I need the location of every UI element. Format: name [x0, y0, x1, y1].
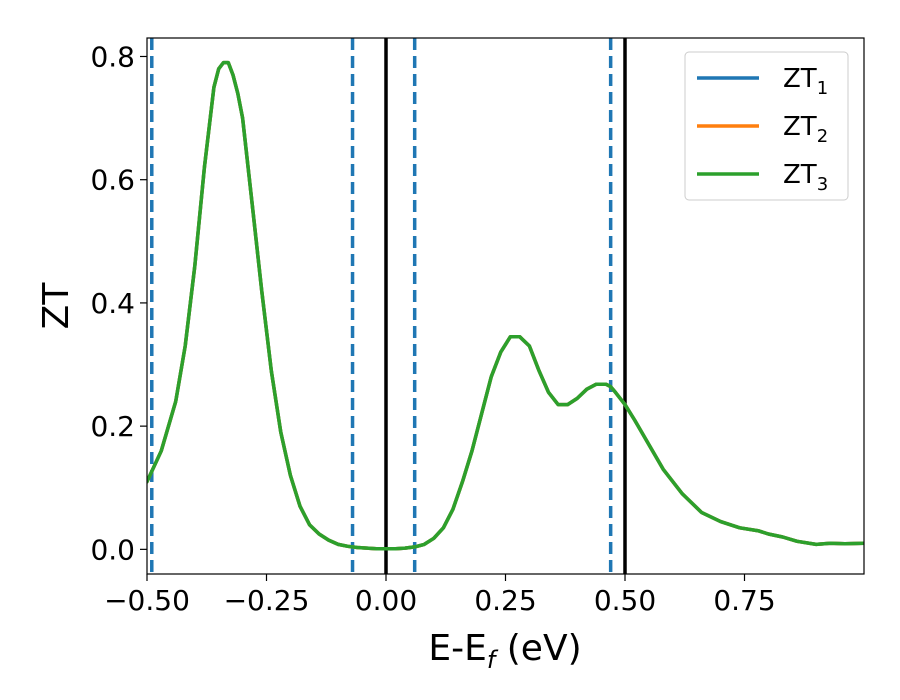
y-axis-label: ZT — [36, 282, 77, 330]
x-axis-label: E-Ef (eV) — [428, 628, 581, 674]
reference-lines — [150, 38, 627, 574]
y-tick-label: 0.2 — [90, 410, 135, 443]
legend-label-1: ZT1 — [783, 64, 828, 99]
x-axis: −0.50 −0.25 0.00 0.25 0.50 0.75 — [104, 574, 776, 617]
x-tick-label: 0.00 — [355, 584, 417, 617]
x-tick-label: 0.25 — [474, 584, 536, 617]
x-tick-label: 0.75 — [713, 584, 775, 617]
legend-label-3: ZT3 — [783, 160, 828, 195]
x-tick-label: −0.25 — [224, 584, 310, 617]
y-tick-label: 0.6 — [90, 164, 135, 197]
legend-label-2: ZT2 — [783, 112, 828, 147]
series-lines — [147, 60, 864, 551]
y-tick-label: 0.0 — [90, 533, 135, 566]
y-tick-label: 0.4 — [90, 287, 135, 320]
legend-box — [684, 51, 849, 201]
y-tick-label: 0.8 — [90, 40, 135, 73]
x-tick-label: −0.50 — [104, 584, 190, 617]
legend: ZT1 ZT2 ZT3 — [684, 51, 849, 201]
series-line-3 — [147, 60, 864, 551]
x-tick-label: 0.50 — [594, 584, 656, 617]
y-axis: 0.0 0.2 0.4 0.6 0.8 — [90, 40, 147, 566]
